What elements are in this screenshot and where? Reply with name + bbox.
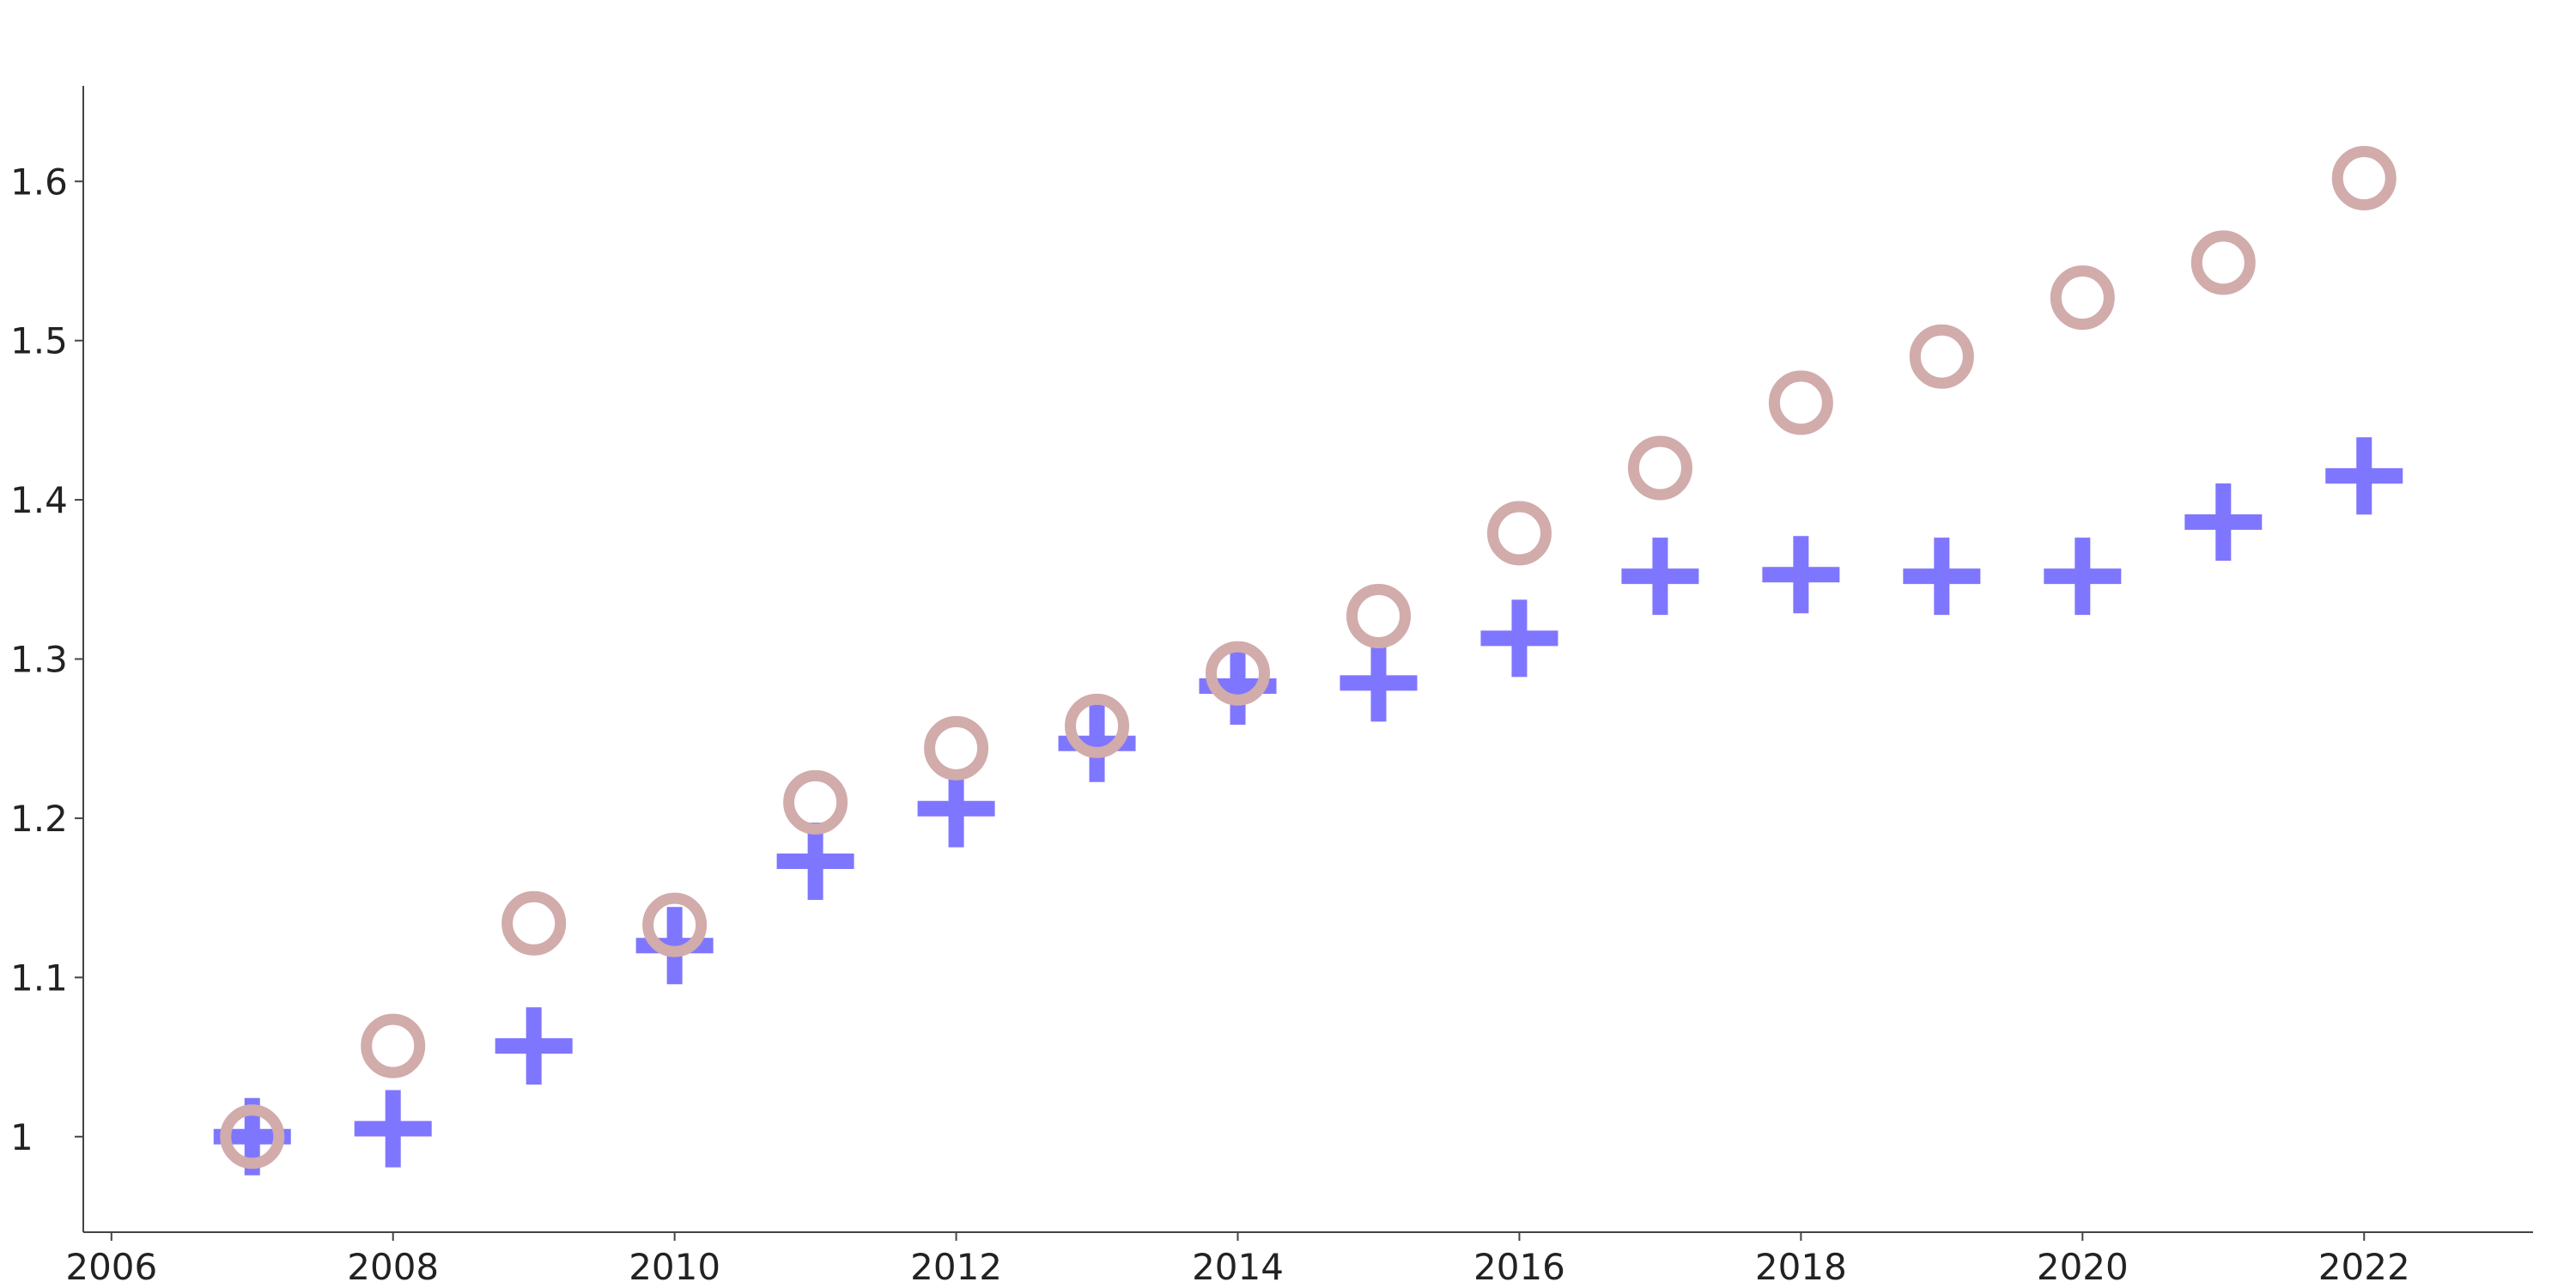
ring-marker (2190, 230, 2256, 295)
ring-marker (2331, 146, 2397, 211)
ring-marker (1627, 435, 1692, 501)
cross-marker (354, 1090, 432, 1168)
cross-marker (1480, 599, 1558, 677)
cross-marker (213, 1097, 291, 1176)
x-axis-ticks: 2006 2008 2010 2012 2014 2016 2018 2020 2022 (65, 1232, 2410, 1288)
series-2 (220, 146, 2397, 1170)
x-tick-label: 2020 (2037, 1246, 2129, 1288)
cross-marker (1340, 644, 1418, 722)
y-tick-label: 1 (10, 1116, 33, 1158)
ring-marker (1768, 370, 1833, 435)
x-tick-label: 2012 (910, 1246, 1002, 1288)
cross-marker (2044, 538, 2122, 616)
ring-marker (1065, 693, 1130, 758)
y-tick-label: 1.3 (10, 639, 68, 681)
x-tick-label: 2018 (1755, 1246, 1847, 1288)
x-tick-label: 2006 (65, 1246, 157, 1288)
series-1 (213, 437, 2403, 1176)
cross-marker (917, 769, 995, 848)
cross-marker (1762, 536, 1840, 614)
ring-marker (2050, 265, 2115, 331)
cross-marker (495, 1007, 573, 1085)
ring-marker (1346, 583, 1411, 648)
ring-marker (501, 890, 567, 956)
x-tick-label: 2016 (1473, 1246, 1565, 1288)
ring-marker (1909, 324, 1974, 389)
data-points (213, 146, 2403, 1176)
cross-marker (2184, 483, 2263, 562)
x-tick-label: 2010 (629, 1246, 720, 1288)
x-tick-label: 2014 (1192, 1246, 1284, 1288)
ring-marker (642, 892, 708, 957)
ring-marker (1486, 501, 1552, 566)
cross-marker (1058, 704, 1136, 782)
cross-marker (2325, 437, 2403, 515)
y-tick-label: 1.6 (10, 161, 68, 203)
cross-marker (635, 907, 714, 985)
x-tick-label: 2022 (2318, 1246, 2410, 1288)
y-tick-label: 1.2 (10, 798, 68, 840)
ring-marker (783, 769, 848, 835)
cross-marker (776, 822, 854, 900)
ring-marker (220, 1104, 285, 1170)
cross-marker (1199, 647, 1277, 726)
ring-marker (361, 1013, 426, 1078)
y-tick-label: 1.4 (10, 479, 68, 521)
y-tick-label: 1.5 (10, 320, 68, 362)
cross-marker (1903, 538, 1981, 616)
axes (82, 86, 2533, 1233)
y-tick-label: 1.1 (10, 957, 68, 999)
x-tick-label: 2008 (347, 1246, 439, 1288)
ring-marker (1206, 641, 1271, 706)
cross-marker (1621, 538, 1699, 616)
ring-marker (924, 715, 989, 781)
y-axis-ticks: 1 1.1 1.2 1.3 1.4 1.5 1.6 (10, 161, 83, 1158)
